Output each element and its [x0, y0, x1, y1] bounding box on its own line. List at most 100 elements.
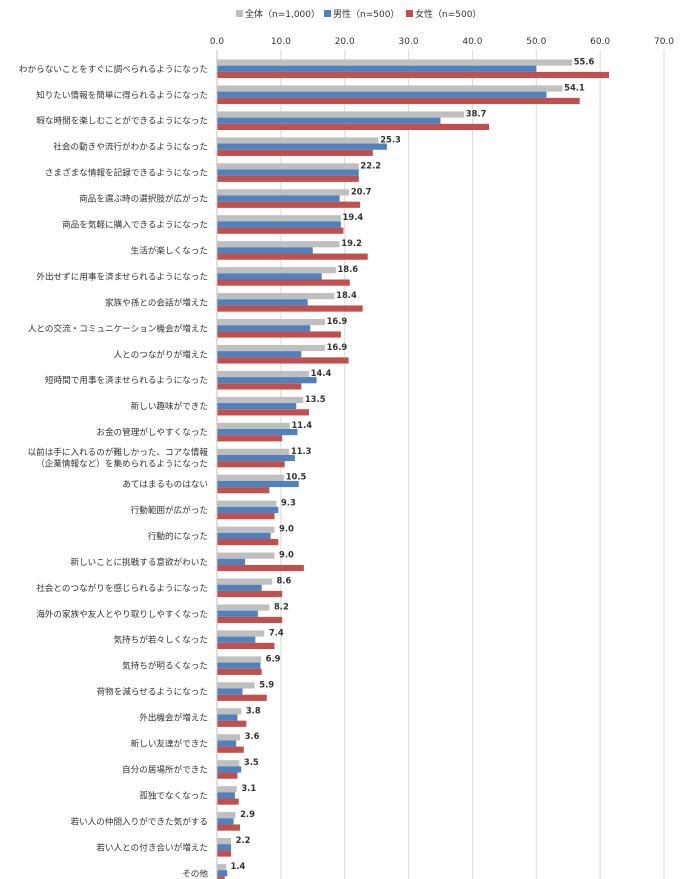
bar-1-7 — [217, 247, 313, 254]
category-label-line: 短時間で用事を済ませられるようになった — [45, 374, 208, 386]
category-label-line: 商品を気軽に購入できるようになった — [62, 219, 208, 231]
bar-0-17 — [217, 500, 277, 507]
bar-0-23 — [217, 656, 262, 663]
bar-1-21 — [217, 610, 258, 617]
bar-1-24 — [217, 688, 243, 695]
bar-0-25 — [217, 708, 242, 715]
value-label-31: 1.4 — [231, 861, 246, 871]
bar-2-27 — [217, 772, 238, 779]
value-label-2: 38.7 — [466, 108, 487, 118]
bar-2-4 — [217, 175, 359, 182]
value-label-18: 9.0 — [279, 524, 294, 534]
value-label-24: 5.9 — [259, 679, 274, 689]
bar-2-15 — [217, 461, 285, 468]
category-label-3: 社会の動きや流行がわかるようになった — [53, 141, 208, 153]
bar-1-4 — [217, 169, 359, 176]
tick-label-0: 0.0 — [210, 37, 225, 47]
value-label-9: 18.4 — [336, 290, 357, 300]
bar-1-5 — [217, 195, 340, 202]
category-label-8: 外出せずに用事を済ませられるようになった — [36, 270, 208, 282]
tick-label-1: 10.0 — [271, 37, 291, 47]
bar-1-26 — [217, 740, 237, 747]
category-label-line: 海外の家族や友人とやり取りしやすくなった — [36, 608, 208, 620]
value-label-17: 9.3 — [281, 498, 296, 508]
tick-label-6: 60.0 — [590, 37, 610, 47]
category-label-4: さまざまな情報を記録できるようになった — [45, 167, 208, 179]
category-label-22: 気持ちが若々しくなった — [113, 634, 208, 646]
tick-label-3: 30.0 — [399, 37, 419, 47]
bar-2-20 — [217, 590, 283, 598]
bar-2-23 — [217, 668, 262, 675]
category-label-16: あてはまるものはない — [122, 479, 208, 490]
value-label-20: 8.6 — [276, 576, 291, 586]
bar-2-13 — [217, 409, 309, 416]
value-label-6: 19.4 — [343, 212, 364, 222]
bar-2-16 — [217, 487, 270, 494]
bar-0-4 — [217, 163, 359, 170]
value-label-21: 8.2 — [274, 601, 289, 611]
category-label-line: 新しい友達ができた — [131, 738, 208, 750]
bar-1-18 — [217, 532, 271, 539]
category-label-line: 行動的になった — [148, 530, 208, 542]
category-label-15: 以前は手に入れるのが難しかった、コアな情報（企業情報など）を集められるようになっ… — [28, 446, 209, 470]
category-label-line: （企業情報など）を集められるようになった — [36, 458, 208, 470]
value-label-4: 22.2 — [360, 160, 381, 170]
bar-2-25 — [217, 720, 247, 727]
bar-0-18 — [217, 526, 275, 533]
bar-2-3 — [217, 149, 373, 156]
category-label-31: その他 — [182, 867, 208, 879]
category-label-line: 人との交流・コミュニケーション機会が増えた — [28, 322, 208, 334]
category-label-25: 外出機会が増えた — [139, 712, 208, 724]
legend-label-1: 男性（n=500） — [333, 8, 399, 20]
value-label-26: 3.6 — [245, 731, 260, 741]
bar-2-29 — [217, 824, 240, 831]
bar-1-31 — [217, 870, 228, 877]
value-label-14: 11.4 — [291, 420, 312, 430]
value-label-3: 25.3 — [380, 134, 401, 144]
value-label-7: 19.2 — [341, 238, 362, 248]
category-label-line: 新しいことに挑戦する意欲がわいた — [70, 556, 208, 568]
bar-0-14 — [217, 422, 290, 429]
legend-swatch-1 — [324, 10, 331, 17]
bar-1-14 — [217, 429, 298, 436]
bar-0-30 — [217, 838, 232, 845]
category-label-line: 商品を選ぶ時の選択肢が広がった — [79, 193, 208, 205]
bar-1-30 — [217, 844, 232, 851]
bar-0-9 — [217, 293, 335, 300]
value-label-12: 14.4 — [311, 368, 332, 378]
legend-label-0: 全体（n=1,000） — [245, 8, 320, 20]
category-label-line: 外出機会が増えた — [139, 712, 208, 724]
category-label-23: 気持ちが明るくなった — [122, 660, 208, 672]
tick-label-2: 20.0 — [335, 37, 355, 47]
bar-1-10 — [217, 325, 311, 332]
category-label-24: 荷物を減らせるようになった — [96, 686, 208, 698]
bar-2-18 — [217, 539, 279, 546]
bar-2-19 — [217, 564, 304, 572]
tick-label-4: 40.0 — [462, 37, 482, 47]
category-label-27: 自分の居場所ができた — [122, 763, 208, 775]
category-label-line: 荷物を減らせるようになった — [96, 686, 208, 698]
value-label-5: 20.7 — [351, 186, 372, 196]
value-label-15: 11.3 — [291, 446, 312, 456]
bar-2-21 — [217, 616, 283, 624]
category-label-line: 気持ちが明るくなった — [122, 660, 208, 672]
category-label-line: 人とのつながりが増えた — [114, 348, 208, 360]
value-label-19: 9.0 — [279, 550, 294, 560]
bar-2-11 — [217, 357, 349, 364]
category-label-21: 海外の家族や友人とやり取りしやすくなった — [36, 608, 208, 620]
category-label-line: 若い人との付き合いが増えた — [96, 841, 208, 853]
value-label-27: 3.5 — [244, 757, 259, 767]
category-label-line: お金の管理がしやすくなった — [96, 426, 208, 438]
bar-0-31 — [217, 863, 226, 871]
bar-1-16 — [217, 480, 299, 488]
value-label-11: 16.9 — [327, 342, 348, 352]
bar-2-17 — [217, 513, 275, 520]
value-label-8: 18.6 — [337, 264, 358, 274]
bar-0-29 — [217, 812, 236, 819]
bar-0-5 — [217, 189, 350, 196]
bar-0-16 — [217, 474, 285, 481]
category-label-20: 社会とのつながりを感じられるようになった — [36, 582, 208, 594]
category-label-line: その他 — [182, 867, 208, 879]
legend: 全体（n=1,000） 男性（n=500） 女性（n=500） — [236, 8, 481, 20]
